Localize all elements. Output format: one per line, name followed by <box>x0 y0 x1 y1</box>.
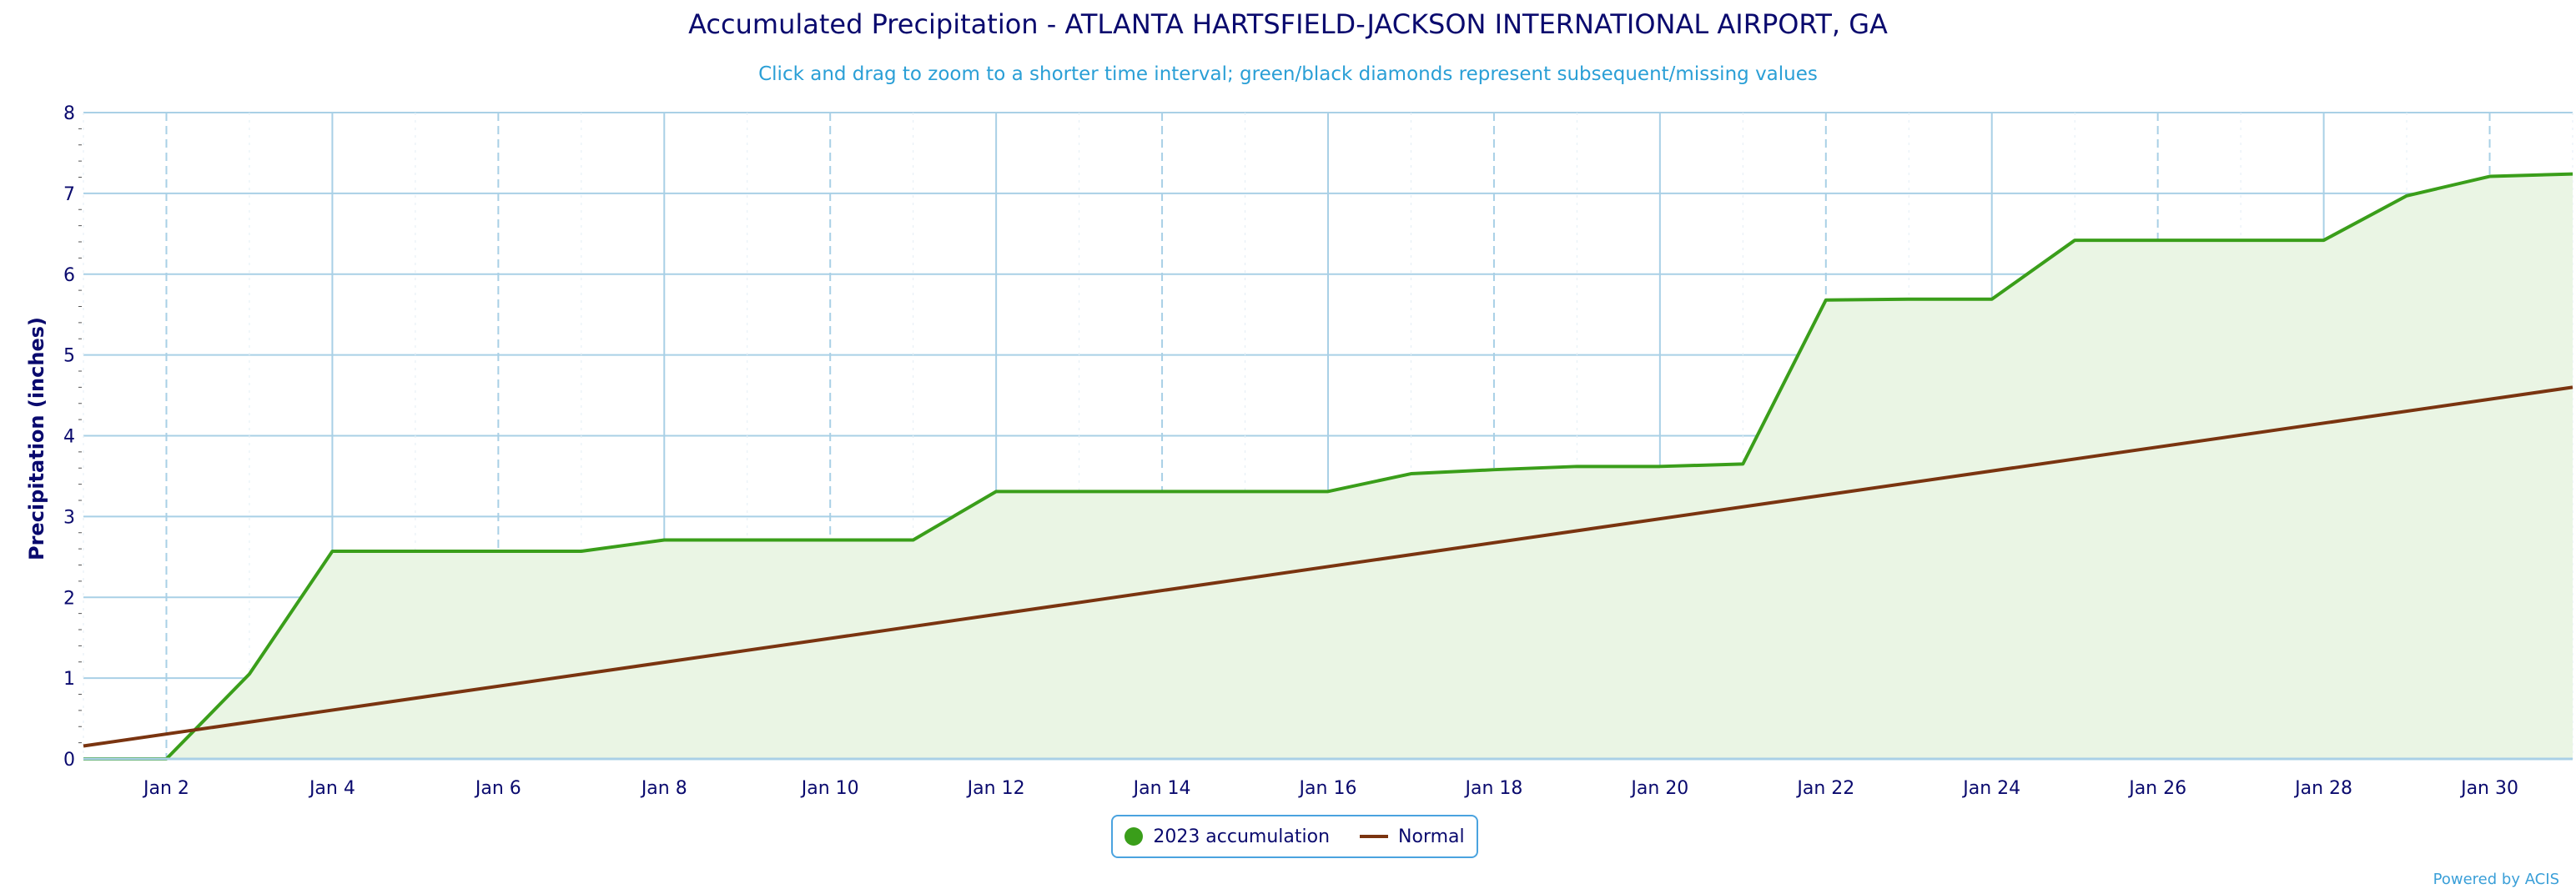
accumulation-line <box>83 172 2573 761</box>
y-tick-label: 8 <box>63 103 75 124</box>
y-tick-label: 6 <box>63 265 75 286</box>
series-layer <box>83 172 2573 761</box>
plot-area[interactable]: 0 1 2 3 4 5 6 7 8 Jan 2 Jan 4 Jan 6 Jan 8 Jan 10 Jan 1… <box>0 0 2576 801</box>
y-tick-label: 4 <box>63 427 75 448</box>
legend: 2023 accumulation Normal <box>1111 815 1478 858</box>
y-tick-label: 3 <box>63 507 75 528</box>
x-tick-label: Jan 20 <box>1629 778 1688 799</box>
x-tick-label: Jan 22 <box>1795 778 1854 799</box>
chart-title: Accumulated Precipitation - ATLANTA HART… <box>688 8 1888 40</box>
accumulation-area <box>83 173 2573 759</box>
credit-link[interactable]: Powered by ACIS <box>2433 871 2559 888</box>
y-tick-label: 5 <box>63 346 75 367</box>
normal-line-icon <box>1360 835 1389 838</box>
x-tick-label: Jan 24 <box>1961 778 2020 799</box>
x-tick-label: Jan 16 <box>1298 778 1357 799</box>
x-tick-label: Jan 18 <box>1463 778 1522 799</box>
chart-subtitle: Click and drag to zoom to a shorter time… <box>758 63 1818 85</box>
y-tick-label: 7 <box>63 184 75 205</box>
legend-label-accumulation: 2023 accumulation <box>1153 826 1331 847</box>
x-tick-label: Jan 2 <box>142 778 189 799</box>
axis-layer: 0 1 2 3 4 5 6 7 8 Jan 2 Jan 4 Jan 6 Jan 8 Jan 10 Jan 1… <box>63 103 2573 799</box>
legend-label-normal: Normal <box>1398 826 1465 847</box>
x-tick-label: Jan 8 <box>640 778 687 799</box>
x-tick-label: Jan 6 <box>474 778 521 799</box>
accumulation-marker-icon <box>1124 827 1144 846</box>
x-tick-label: Jan 10 <box>800 778 859 799</box>
x-tick-label: Jan 28 <box>2293 778 2352 799</box>
legend-item-normal[interactable]: Normal <box>1360 826 1465 847</box>
x-tick-label: Jan 12 <box>966 778 1025 799</box>
x-tick-label: Jan 26 <box>2127 778 2186 799</box>
legend-item-accumulation[interactable]: 2023 accumulation <box>1124 826 1330 847</box>
y-tick-label: 0 <box>63 750 75 771</box>
y-tick-label: 2 <box>63 588 75 609</box>
normal-line <box>83 385 2573 748</box>
x-tick-label: Jan 4 <box>308 778 355 799</box>
y-tick-label: 1 <box>63 669 75 690</box>
x-tick-label: Jan 30 <box>2459 778 2518 799</box>
x-tick-label: Jan 14 <box>1132 778 1191 799</box>
